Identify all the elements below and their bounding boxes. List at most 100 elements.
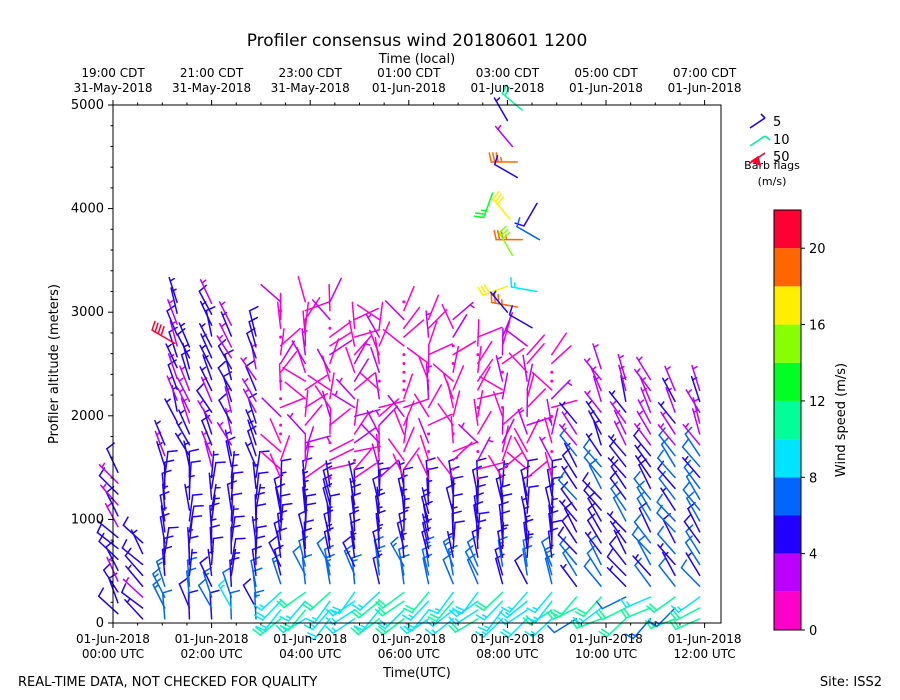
- barb-half: [125, 577, 130, 583]
- barb-staff: [539, 436, 553, 462]
- barb-staff: [284, 381, 307, 400]
- wind-barb: [378, 400, 406, 409]
- barb-staff: [588, 464, 602, 490]
- wind-barb: [278, 363, 282, 391]
- barb-staff: [477, 326, 503, 338]
- barb-staff: [322, 469, 331, 497]
- barb-staff: [225, 440, 233, 468]
- wind-barb: [680, 559, 701, 587]
- barb-staff: [277, 513, 282, 541]
- barb-staff: [636, 356, 652, 381]
- barb-full: [683, 513, 692, 523]
- wind-barb: [437, 403, 454, 426]
- wind-barb: [276, 301, 282, 330]
- barb-staff: [279, 327, 301, 347]
- barb-staff: [329, 372, 335, 400]
- barb-half: [289, 412, 294, 419]
- wind-barb: [178, 322, 191, 348]
- barb-staff: [323, 531, 331, 558]
- barb-full: [304, 634, 315, 641]
- wind-barb: [353, 411, 370, 435]
- barb-full: [378, 599, 387, 607]
- barb-full: [606, 548, 614, 558]
- barb-full: [102, 562, 111, 571]
- wind-barb: [329, 331, 353, 347]
- barb-staff: [121, 547, 144, 566]
- wind-barb: [551, 379, 573, 400]
- wind-barb: [427, 309, 448, 330]
- barb-staff: [353, 372, 376, 391]
- barb-half: [639, 399, 645, 404]
- barb-full: [528, 485, 539, 489]
- barb-half: [665, 366, 671, 371]
- barb-staff: [493, 97, 509, 122]
- wind-barb: [557, 471, 578, 500]
- wind-barb: [501, 84, 523, 111]
- barb-full: [257, 471, 269, 475]
- wind-barb: [402, 361, 406, 365]
- barb-staff: [359, 371, 380, 391]
- barb-staff: [561, 411, 578, 435]
- barb-staff: [583, 565, 602, 587]
- wind-barb: [526, 343, 545, 365]
- barb-staff: [403, 416, 409, 444]
- barb-full: [636, 491, 645, 500]
- wind-barb: [402, 379, 406, 383]
- barb-full: [217, 578, 227, 586]
- barb-staff: [516, 225, 541, 241]
- barb-full: [682, 481, 690, 491]
- wind-barb: [291, 340, 307, 365]
- wind-barb: [393, 409, 405, 435]
- wind-barb: [269, 453, 282, 479]
- wind-barb: [241, 378, 257, 403]
- calm-dot: [451, 432, 455, 436]
- barb-staff: [493, 163, 519, 179]
- wind-barb: [359, 371, 380, 391]
- wind-barb: [403, 495, 410, 523]
- barb-staff: [183, 440, 191, 468]
- wind-barb: [125, 564, 144, 587]
- barb-staff: [268, 541, 282, 567]
- wind-barb: [686, 491, 701, 522]
- wind-barb: [351, 301, 356, 330]
- barb-staff: [585, 400, 602, 424]
- barb-full: [504, 86, 510, 97]
- barb-staff: [165, 343, 178, 369]
- barb-staff: [316, 542, 331, 567]
- barb-full: [405, 604, 415, 611]
- barb-full: [673, 610, 681, 620]
- barb-staff: [483, 600, 504, 621]
- barb-staff: [197, 400, 213, 424]
- wind-barb: [164, 398, 178, 423]
- wind-barb: [660, 437, 676, 468]
- wind-barb: [501, 320, 511, 347]
- barb-full: [256, 611, 266, 619]
- barb-staff: [638, 464, 652, 490]
- wind-barb: [477, 284, 509, 296]
- wind-barb: [516, 217, 541, 241]
- barb-staff: [504, 609, 528, 626]
- barb-staff: [365, 313, 380, 338]
- barb-half: [469, 304, 475, 309]
- barb-staff: [164, 527, 170, 555]
- barb-full: [248, 305, 259, 312]
- barb-staff: [546, 469, 553, 497]
- wind-barb: [658, 557, 676, 587]
- wind-barb: [664, 365, 676, 392]
- wind-barb: [427, 294, 440, 321]
- barb-half: [351, 559, 358, 562]
- wind-barb: [178, 577, 191, 609]
- barb-half: [367, 313, 373, 319]
- barb-full: [648, 620, 658, 628]
- wind-barb: [328, 283, 331, 312]
- barb-half: [630, 632, 637, 637]
- barb-staff: [216, 421, 233, 446]
- barb-staff: [535, 600, 553, 623]
- barb-full: [599, 610, 607, 619]
- wind-barb: [403, 285, 415, 312]
- barb-half: [561, 499, 566, 505]
- wind-barb: [657, 543, 676, 566]
- top-tick-time: 01:00 CDT: [377, 66, 441, 80]
- barb-full: [658, 427, 666, 436]
